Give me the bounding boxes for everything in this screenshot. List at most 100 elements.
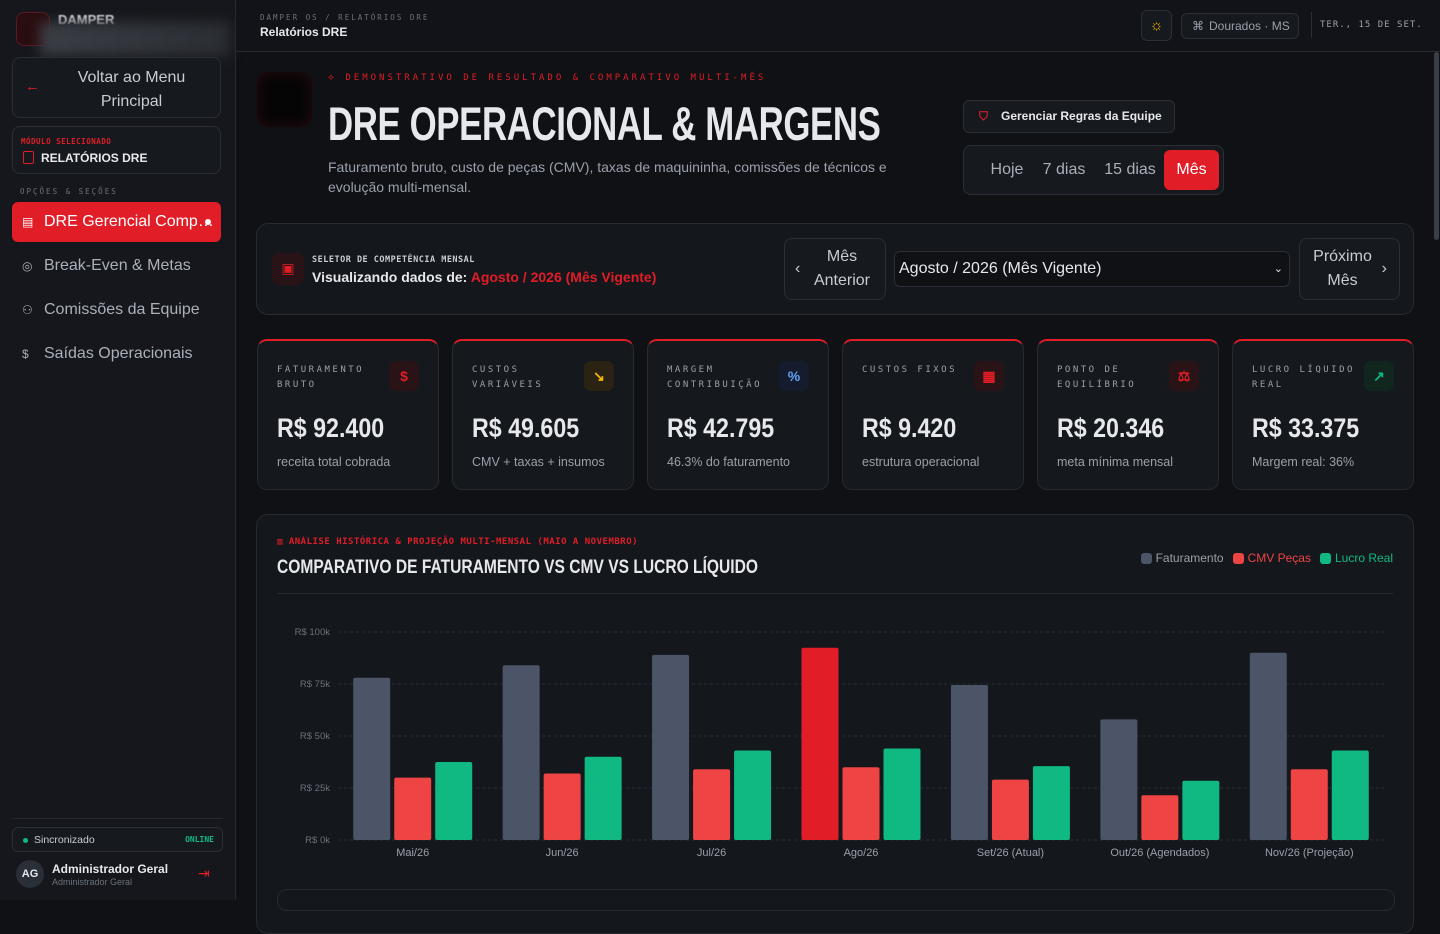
kpi-sub: CMV + taxas + insumos — [472, 455, 605, 469]
chart-eyebrow: ▥ ANÁLISE HISTÓRICA & PROJEÇÃO MULTI-MEN… — [277, 537, 639, 547]
bar — [584, 756, 622, 840]
divider — [12, 818, 223, 819]
y-tick-label: R$ 75k — [300, 679, 330, 690]
prev-button[interactable]: ‹ Mês Anterior — [784, 238, 886, 300]
theme-toggle[interactable]: ☼ — [1141, 10, 1172, 41]
header-image — [257, 72, 312, 127]
month-select[interactable]: Agosto / 2026 (Mês Vigente) ⌄ — [894, 251, 1290, 287]
page-title: Relatórios DRE — [260, 25, 348, 39]
location-pill: ⌘ Dourados · MS — [1181, 13, 1299, 39]
bar — [543, 773, 581, 840]
selector-card: ▣ SELETOR DE COMPETÊNCIA MENSAL Visualiz… — [256, 223, 1414, 315]
nav-item[interactable]: ◎ Break-Even & Metas — [12, 246, 221, 286]
chart-title: COMPARATIVO DE FATURAMENTO VS CMV VS LUC… — [277, 557, 758, 578]
breadcrumb: DAMPER OS / RELATÓRIOS DRE — [260, 13, 430, 22]
legend-item[interactable]: Lucro Real — [1319, 551, 1393, 565]
team-button-text: Gerenciar Regras da Equipe — [1001, 109, 1162, 123]
legend-swatch — [1140, 552, 1152, 564]
prev-line: Mês — [826, 248, 858, 265]
module-name: RELATÓRIOS DRE — [41, 151, 148, 165]
next-line: Próximo — [1313, 248, 1372, 265]
kpi-icon: ▦ — [974, 361, 1004, 391]
selector-viewing: Visualizando dados de: Agosto / 2026 (Mê… — [312, 269, 656, 285]
y-tick-label: R$ 50k — [300, 731, 330, 742]
bar — [1032, 766, 1070, 840]
x-tick-label: Mai/26 — [396, 847, 429, 859]
chart-card: ▥ ANÁLISE HISTÓRICA & PROJEÇÃO MULTI-MEN… — [256, 514, 1414, 934]
legend-item[interactable]: Faturamento — [1140, 551, 1224, 565]
kpi-sub: meta mínima mensal — [1057, 455, 1174, 469]
divider — [277, 593, 1393, 594]
viewing-value: Agosto / 2026 (Mês Vigente) — [470, 269, 657, 285]
period-tab[interactable]: Hoje — [990, 161, 1024, 178]
kpi-card: CUSTOS VARIÁVEIS ↘ R$ 49.605 CMV + taxas + i… — [452, 339, 634, 490]
nav-icon: ⚇ — [22, 303, 33, 317]
bar — [652, 654, 690, 840]
bar — [883, 748, 921, 840]
kpi-label-line: CUSTOS — [472, 365, 520, 375]
x-tick-label: Jun/26 — [546, 847, 579, 859]
sidebar: DAMPER ← Voltar ao Menu Principal MÓDULO… — [0, 0, 236, 900]
x-tick-label: Ago/26 — [844, 847, 879, 859]
eyebrow-text: DEMONSTRATIVO DE RESULTADO & COMPARATIVO… — [345, 73, 767, 83]
selector-label: SELETOR DE COMPETÊNCIA MENSAL — [312, 255, 475, 265]
location: Dourados · MS — [1209, 19, 1290, 33]
kpi-icon: ↘ — [584, 361, 614, 391]
kpi-label-line: BRUTO — [277, 380, 317, 390]
bar — [1182, 780, 1220, 840]
back-button[interactable]: ← Voltar ao Menu Principal — [12, 57, 221, 118]
eyebrow: ⟡ DEMONSTRATIVO DE RESULTADO & COMPARATI… — [328, 73, 767, 83]
x-tick-label: Nov/26 (Projeção) — [1265, 847, 1354, 859]
nav-label: Break-Even & Metas — [44, 257, 191, 274]
kpi-label-line: CUSTOS FIXOS — [862, 365, 958, 375]
period-tab[interactable]: Mês — [1164, 150, 1219, 190]
prev-line: Anterior — [813, 272, 871, 289]
select-caret: ⌄ — [1273, 263, 1283, 275]
y-tick-label: R$ 100k — [295, 627, 331, 638]
bar — [353, 677, 391, 840]
legend-item[interactable]: CMV Peças — [1232, 551, 1311, 565]
bar — [991, 779, 1029, 840]
bar — [693, 769, 731, 840]
period-tab[interactable]: 15 dias — [1104, 161, 1156, 178]
kpi-label: MARGEM CONTRIBUIÇÃO — [667, 363, 762, 393]
kpi-icon: % — [779, 361, 809, 391]
kpi-label: PONTO DE EQUILÍBRIO — [1057, 363, 1136, 393]
kpi-label-line: MARGEM — [667, 365, 715, 375]
bar — [1331, 750, 1369, 840]
brand-blur — [40, 22, 230, 56]
kpi-card: LUCRO LÍQUIDO REAL ↗ R$ 33.375 Margem real: … — [1232, 339, 1414, 490]
kpi-icon: ⚖ — [1169, 361, 1199, 391]
module-label: MÓDULO SELECIONADO — [21, 137, 112, 146]
kpi-icon: $ — [389, 361, 419, 391]
kpi-label-line: LUCRO LÍQUIDO — [1252, 365, 1355, 375]
nav-label: DRE Gerencial Comp… — [44, 213, 214, 230]
module-icon — [23, 151, 34, 164]
prev-arrow: ‹ — [795, 260, 801, 277]
kpi-value: R$ 9.420 — [862, 413, 957, 443]
period-tab[interactable]: 7 dias — [1042, 161, 1086, 178]
logout[interactable]: ⇥ — [198, 865, 210, 881]
kpi-sub: receita total cobrada — [277, 455, 391, 469]
nav-item[interactable]: $ Saídas Operacionais — [12, 334, 221, 374]
nav-item[interactable]: ⚇ Comissões da Equipe — [12, 290, 221, 330]
viewing-text: Visualizando dados de: — [312, 269, 468, 285]
next-card — [277, 889, 1395, 911]
x-tick-label: Jul/26 — [697, 847, 726, 859]
kpi-label: LUCRO LÍQUIDO REAL — [1252, 363, 1355, 393]
kpi-label-line: FATURAMENTO — [277, 365, 365, 375]
legend-label: Lucro Real — [1334, 551, 1393, 565]
legend-swatch — [1319, 552, 1331, 564]
kpi-value: R$ 33.375 — [1252, 413, 1360, 443]
active-dot — [205, 219, 211, 225]
nav-item[interactable]: ▤ DRE Gerencial Comp… — [12, 202, 221, 242]
team-button[interactable]: ⛉ Gerenciar Regras da Equipe — [963, 100, 1175, 133]
legend-label: Faturamento — [1155, 551, 1224, 565]
avatar: AG — [16, 860, 44, 888]
next-button[interactable]: › Próximo Mês — [1299, 238, 1400, 300]
nav-icon: $ — [22, 347, 29, 361]
kpi-label-line: EQUILÍBRIO — [1057, 380, 1137, 390]
select-value: Agosto / 2026 (Mês Vigente) — [899, 260, 1102, 277]
topbar: DAMPER OS / RELATÓRIOS DRE Relatórios DR… — [236, 0, 1440, 52]
